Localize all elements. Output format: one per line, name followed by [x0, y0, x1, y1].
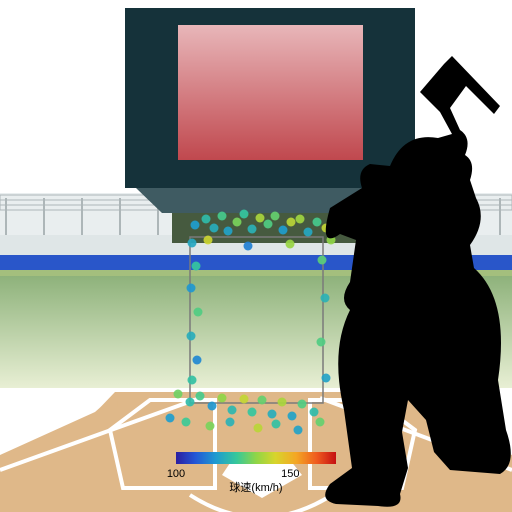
pitch-dot [206, 422, 215, 431]
colorbar-label: 球速(km/h) [229, 480, 282, 494]
pitch-dot [192, 262, 201, 271]
pitch-dot [272, 420, 281, 429]
pitch-dot [208, 402, 217, 411]
colorbar [176, 452, 336, 464]
pitch-dot [304, 228, 313, 237]
pitch-dot [218, 394, 227, 403]
pitch-dot [204, 236, 213, 245]
pitch-dot [226, 418, 235, 427]
pitch-dot [318, 256, 327, 265]
pitch-dot [187, 332, 196, 341]
pitch-dot [202, 215, 211, 224]
pitch-dot [248, 408, 257, 417]
pitch-dot [298, 400, 307, 409]
pitch-dot [254, 424, 263, 433]
pitch-dot [188, 239, 197, 248]
scoreboard-screen [178, 25, 363, 160]
pitch-dot [194, 308, 203, 317]
pitch-dot [244, 242, 253, 251]
pitch-dot [240, 210, 249, 219]
pitch-dot [166, 414, 175, 423]
pitch-dot [294, 426, 303, 435]
pitch-dot [313, 218, 322, 227]
pitch-dot [322, 374, 331, 383]
pitch-dot [188, 376, 197, 385]
pitch-dot [321, 294, 330, 303]
pitch-dot [187, 284, 196, 293]
pitch-dot [279, 226, 288, 235]
pitch-dot [218, 212, 227, 221]
pitch-dot [240, 395, 249, 404]
pitch-dot [196, 392, 205, 401]
pitch-dot [268, 410, 277, 419]
pitch-dot [191, 221, 200, 230]
pitch-dot [210, 224, 219, 233]
pitch-dot [264, 220, 273, 229]
pitch-dot [271, 212, 280, 221]
pitch-dot [286, 240, 295, 249]
pitch-dot [317, 338, 326, 347]
pitch-dot [193, 356, 202, 365]
pitch-dot [224, 227, 233, 236]
pitch-dot [248, 225, 257, 234]
pitch-location-chart: 100 150球速(km/h) [0, 0, 512, 512]
pitch-dot [316, 418, 325, 427]
pitch-dot [296, 215, 305, 224]
pitch-dot [278, 398, 287, 407]
pitch-dot [258, 396, 267, 405]
pitch-dot [186, 398, 195, 407]
colorbar-tick: 100 [167, 468, 185, 480]
pitch-dot [287, 218, 296, 227]
colorbar-tick: 150 [281, 468, 299, 480]
pitch-dot [228, 406, 237, 415]
pitch-dot [233, 218, 242, 227]
pitch-dot [256, 214, 265, 223]
pitch-dot [182, 418, 191, 427]
pitch-dot [288, 412, 297, 421]
pitch-dot [310, 408, 319, 417]
pitch-dot [174, 390, 183, 399]
